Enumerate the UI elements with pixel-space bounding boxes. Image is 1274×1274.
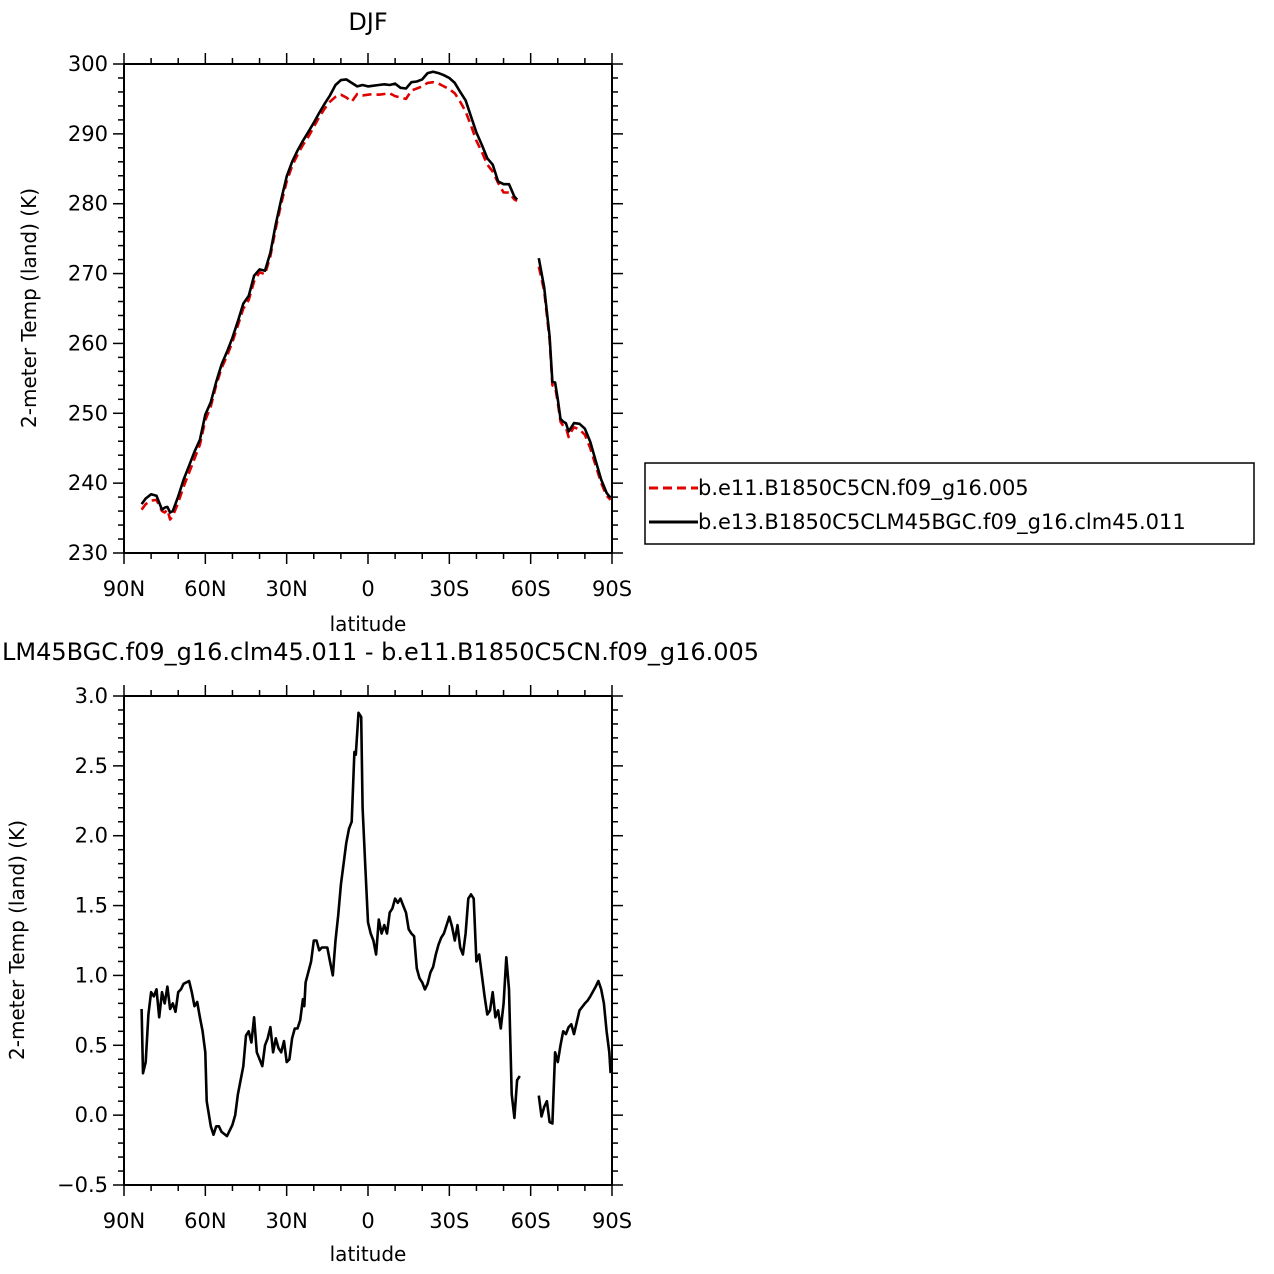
y-tick-label: 230: [68, 541, 108, 565]
axis-ticks: −0.5 0.0 0.5 1.0 1.5 2.0 2.5 3.0 90N 60N 30N 0 30S 60…: [57, 684, 632, 1233]
series-line-0: [140, 80, 518, 521]
temperature-panel: DJF latitude 2-meter Temp (land) (K) 230…: [17, 8, 632, 636]
y-tick-label: 260: [68, 331, 108, 355]
plot-frame: [123, 63, 613, 554]
series-line-1: [537, 257, 612, 499]
legend-label-case1: b.e11.B1850C5CN.f09_g16.005: [698, 476, 1029, 501]
y-tick-label: 3.0: [75, 684, 108, 708]
y-tick-label: −0.5: [57, 1173, 108, 1197]
data-lines: [140, 70, 612, 521]
x-tick-label: 30S: [429, 1209, 469, 1233]
x-tick-label: 30S: [429, 577, 469, 601]
x-tick-label: 90N: [103, 577, 145, 601]
y-tick-label: 300: [68, 52, 108, 76]
x-axis-label: latitude: [330, 612, 407, 636]
y-tick-label: 2.0: [75, 824, 108, 848]
x-axis-label: latitude: [330, 1242, 407, 1266]
x-tick-label: 60S: [511, 577, 551, 601]
chart-title-djf: DJF: [348, 8, 387, 36]
x-tick-label: 90N: [103, 1209, 145, 1233]
y-tick-label: 280: [68, 192, 108, 216]
y-tick-label: 0.0: [75, 1103, 108, 1127]
chart-title-difference: LM45BGC.f09_g16.clm45.011 - b.e11.B1850C…: [2, 638, 759, 666]
y-tick-label: 0.5: [75, 1033, 108, 1057]
x-tick-label: 0: [361, 577, 374, 601]
y-tick-label: 270: [68, 262, 108, 286]
series-line-0: [140, 711, 521, 1138]
series-line-0: [537, 979, 612, 1125]
x-tick-label: 60N: [184, 1209, 226, 1233]
y-tick-label: 250: [68, 401, 108, 425]
x-tick-label: 90S: [592, 1209, 632, 1233]
x-tick-label: 60N: [184, 577, 226, 601]
y-tick-label: 240: [68, 471, 108, 495]
x-tick-label: 60S: [511, 1209, 551, 1233]
y-tick-label: 1.0: [75, 963, 108, 987]
x-tick-label: 30N: [265, 577, 307, 601]
x-tick-label: 30N: [265, 1209, 307, 1233]
legend-box: [644, 462, 1255, 545]
legend-label-case2: b.e13.B1850C5CLM45BGC.f09_g16.clm45.011: [698, 510, 1186, 535]
legend: b.e11.B1850C5CN.f09_g16.005 b.e13.B1850C…: [644, 462, 1255, 545]
series-line-1: [140, 70, 519, 514]
y-tick-label: 2.5: [75, 754, 108, 778]
y-axis-label: 2-meter Temp (land) (K): [17, 188, 41, 428]
axis-ticks: 230 240 250 260 270 280 290 300 90N 60N 30N 0 30S 60S…: [68, 52, 632, 601]
series-line-0: [537, 266, 612, 501]
y-tick-label: 1.5: [75, 894, 108, 918]
difference-panel: LM45BGC.f09_g16.clm45.011 - b.e11.B1850C…: [2, 638, 759, 1266]
x-tick-label: 0: [361, 1209, 374, 1233]
y-tick-label: 290: [68, 122, 108, 146]
y-axis-label: 2-meter Temp (land) (K): [5, 820, 29, 1060]
data-lines: [140, 711, 612, 1138]
x-tick-label: 90S: [592, 577, 632, 601]
plot-frame: [123, 695, 613, 1186]
